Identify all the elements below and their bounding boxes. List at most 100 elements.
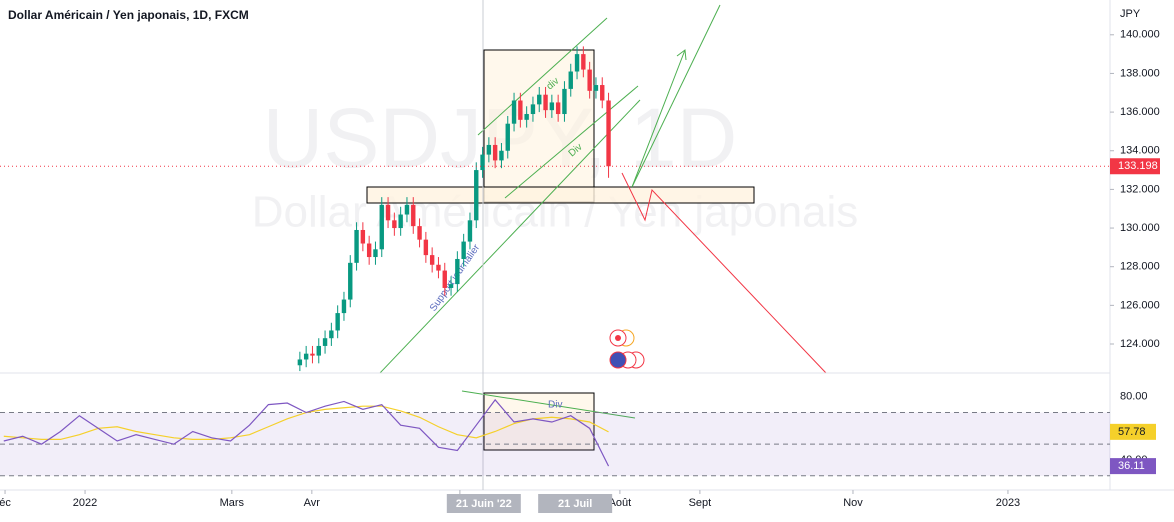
candle-body xyxy=(335,313,340,331)
candle-body xyxy=(530,104,536,115)
crosshair-label: 21 Juil xyxy=(538,494,613,513)
chart-title: Dollar Américain / Yen japonais, 1D, FXC… xyxy=(8,8,249,22)
candle-body xyxy=(568,71,573,89)
zone-box xyxy=(483,392,595,451)
candle-body xyxy=(379,204,384,250)
candle-body xyxy=(348,262,353,300)
y-tick-label: 140.000 xyxy=(1120,29,1160,41)
arrow xyxy=(631,4,721,188)
y-tick-label: 134.000 xyxy=(1120,145,1160,157)
rsi-value-bg xyxy=(1110,458,1156,475)
candle-body xyxy=(537,94,542,105)
candle-body xyxy=(366,243,372,258)
y2-tick-label: 80.00 xyxy=(1120,391,1148,403)
y-tick-label: 138.000 xyxy=(1120,67,1160,79)
zone-box xyxy=(483,49,595,203)
candle-body xyxy=(492,144,498,161)
candle-body xyxy=(461,241,466,259)
candle-body xyxy=(480,154,485,171)
candle-body xyxy=(329,330,334,339)
candle-body xyxy=(297,359,303,366)
arrow xyxy=(631,49,686,188)
candle-body xyxy=(322,338,328,346)
candle-body xyxy=(423,239,429,256)
candle-body xyxy=(562,88,567,115)
crosshair-label: 21 Juin '22 xyxy=(446,494,521,513)
candle-body xyxy=(411,204,416,227)
candle-body xyxy=(310,353,315,356)
x-tick-label: éc xyxy=(0,497,11,509)
candle-body xyxy=(316,345,321,356)
candle-body xyxy=(373,249,378,258)
candle-body xyxy=(398,214,403,229)
event-icons xyxy=(609,329,645,369)
candle-body xyxy=(600,85,605,101)
candles xyxy=(297,46,611,372)
candle-body xyxy=(392,220,397,229)
candle-body xyxy=(581,54,586,70)
support-zone xyxy=(366,186,755,204)
annotation: Div xyxy=(548,400,562,411)
event-icon xyxy=(609,351,627,369)
rsi-line xyxy=(3,398,610,467)
event-icon xyxy=(615,335,621,341)
price-label-bg xyxy=(1110,158,1160,175)
x-tick-label: Août xyxy=(609,497,632,509)
candle-body xyxy=(417,226,422,240)
rsi-value-label: 36.11 xyxy=(1118,460,1145,472)
y-tick-label: 136.000 xyxy=(1120,106,1160,118)
candle-body xyxy=(511,100,517,124)
x-tick-label: Avr xyxy=(304,497,321,509)
candle-body xyxy=(518,100,523,120)
candle-body xyxy=(499,150,504,161)
crosshair-label-text: 21 Juin '22 xyxy=(456,498,512,510)
price-label: 133.198 xyxy=(1118,160,1158,172)
candle-body xyxy=(574,54,580,72)
arrowhead xyxy=(676,49,687,61)
y-tick-label: 124.000 xyxy=(1120,338,1160,350)
y-tick-label: 130.000 xyxy=(1120,222,1160,234)
x-tick-label: 2023 xyxy=(996,497,1020,509)
candle-body xyxy=(486,144,492,155)
candle-body xyxy=(474,170,479,221)
crosshair-label-bg xyxy=(538,494,613,513)
candle-body xyxy=(429,255,435,265)
channel-line xyxy=(504,85,639,199)
candle-body xyxy=(555,102,561,115)
y-tick-label: 126.000 xyxy=(1120,299,1160,311)
projection xyxy=(621,172,827,374)
candle-body xyxy=(606,100,611,167)
x-tick-label: 2022 xyxy=(73,497,97,509)
candle-body xyxy=(505,123,510,151)
candle-body xyxy=(587,69,592,91)
x-tick-label: Nov xyxy=(843,497,863,509)
crosshair-label-text: 21 Juil xyxy=(558,498,592,510)
candle-body xyxy=(467,220,473,242)
rsi-value-label: 57.78 xyxy=(1118,426,1146,438)
rsi-value-bg xyxy=(1110,423,1156,440)
support-line xyxy=(379,99,641,374)
candle-body xyxy=(341,299,347,314)
candle-body xyxy=(524,114,529,120)
candle-body xyxy=(442,270,447,288)
y-tick-label: 132.000 xyxy=(1120,183,1160,195)
crosshair-label-bg xyxy=(446,494,521,513)
divergence-line xyxy=(461,390,636,419)
candle-body xyxy=(385,204,391,221)
x-tick-label: Mars xyxy=(220,497,245,509)
x-tick-label: Sept xyxy=(689,497,712,509)
candle-body xyxy=(543,94,548,111)
y-tick-label: 128.000 xyxy=(1120,261,1160,273)
candle-body xyxy=(404,204,410,215)
currency-label: JPY xyxy=(1120,8,1141,20)
candle-body xyxy=(448,284,454,288)
candle-body xyxy=(593,85,599,91)
candle-body xyxy=(436,264,441,271)
candle-body xyxy=(549,102,555,111)
candle-body xyxy=(360,229,366,244)
candle-body xyxy=(303,353,309,360)
candle-body xyxy=(455,258,460,285)
channel-line xyxy=(477,17,608,136)
candle-body xyxy=(354,229,359,263)
